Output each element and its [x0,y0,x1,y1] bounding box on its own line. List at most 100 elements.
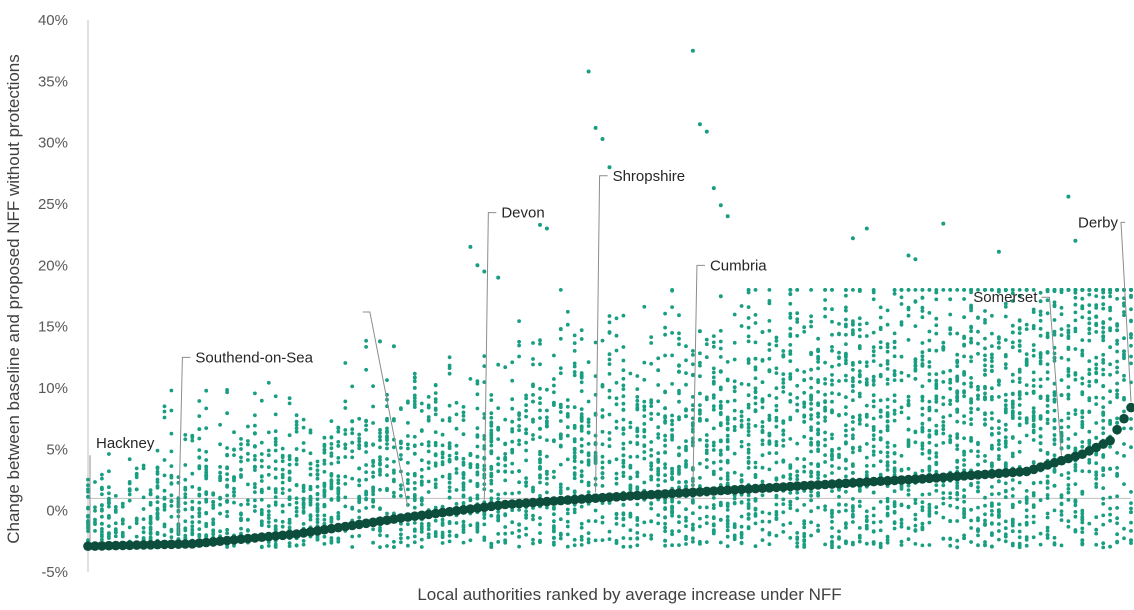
school-point [955,352,960,357]
school-point [447,355,452,360]
school-point [385,511,389,516]
school-point [920,526,925,531]
school-point [1003,301,1008,306]
school-point [823,288,827,292]
school-point [788,499,793,504]
school-point [920,354,925,359]
school-point [1003,464,1008,469]
school-point [1129,490,1133,494]
school-point [830,307,834,312]
school-point [607,444,612,449]
school-point [1017,396,1022,401]
school-point [399,453,403,457]
school-point [378,469,382,474]
school-point [552,469,556,474]
school-point [983,288,987,292]
school-point [670,469,674,474]
school-point [990,386,994,391]
school-point [635,434,640,439]
school-point [614,402,619,407]
school-point [969,381,973,386]
school-point [239,502,243,507]
average-point [319,524,330,535]
school-point [906,338,911,342]
school-point [524,408,528,413]
school-point [579,429,584,433]
school-point [976,533,980,538]
school-point [628,511,633,516]
school-point [1115,392,1119,397]
school-point [614,419,619,424]
school-point [830,519,834,524]
school-point [503,441,508,446]
school-point [86,529,90,533]
school-point [100,487,104,492]
school-point [941,501,946,506]
school-point [656,521,661,526]
school-point [600,471,605,476]
school-point [809,493,813,498]
school-point [1059,288,1064,292]
school-point [266,448,271,453]
school-point [1087,288,1092,292]
school-point [920,384,925,389]
school-point [385,426,389,431]
average-point [542,496,552,507]
school-point [844,317,848,322]
average-point [813,480,823,490]
school-point [857,322,862,327]
school-point [670,437,674,442]
school-point [1073,238,1078,243]
school-point [976,480,980,485]
school-point [204,467,209,472]
school-point [336,444,341,448]
school-point [1080,315,1085,320]
school-point [663,443,667,448]
school-point [1101,288,1106,292]
school-point [767,348,772,352]
school-point [253,391,257,396]
school-point [572,510,577,515]
school-point [649,467,654,472]
school-point [315,459,320,464]
school-point [517,469,521,473]
school-point [266,486,271,491]
school-point [892,489,897,494]
school-point [524,484,528,488]
school-point [962,463,966,467]
school-point [642,456,647,461]
school-point [976,384,980,389]
school-point [670,288,674,292]
school-point [183,507,188,512]
school-point [809,385,813,390]
school-point [990,432,994,437]
school-point [1052,304,1057,309]
school-point [642,520,647,525]
school-point [531,417,535,422]
school-point [732,425,737,429]
school-point [851,415,855,419]
school-point [113,530,118,534]
average-point [563,495,573,505]
school-point [830,454,834,459]
school-point [586,420,591,424]
school-point [1122,482,1126,486]
school-point [1031,307,1036,312]
school-point [545,505,549,510]
average-point [243,533,253,544]
school-point [885,414,890,419]
school-point [746,512,751,517]
school-point [795,317,800,321]
school-point [983,540,987,544]
school-point [920,358,925,362]
school-point [1115,466,1119,470]
school-point [1059,418,1064,423]
annotation-label: Southend-on-Sea [195,349,313,366]
school-point [1115,388,1119,393]
school-point [1066,396,1071,401]
school-point [851,509,855,513]
school-point [412,444,417,448]
school-point [760,442,765,447]
school-point [336,516,341,521]
school-point [475,470,480,475]
